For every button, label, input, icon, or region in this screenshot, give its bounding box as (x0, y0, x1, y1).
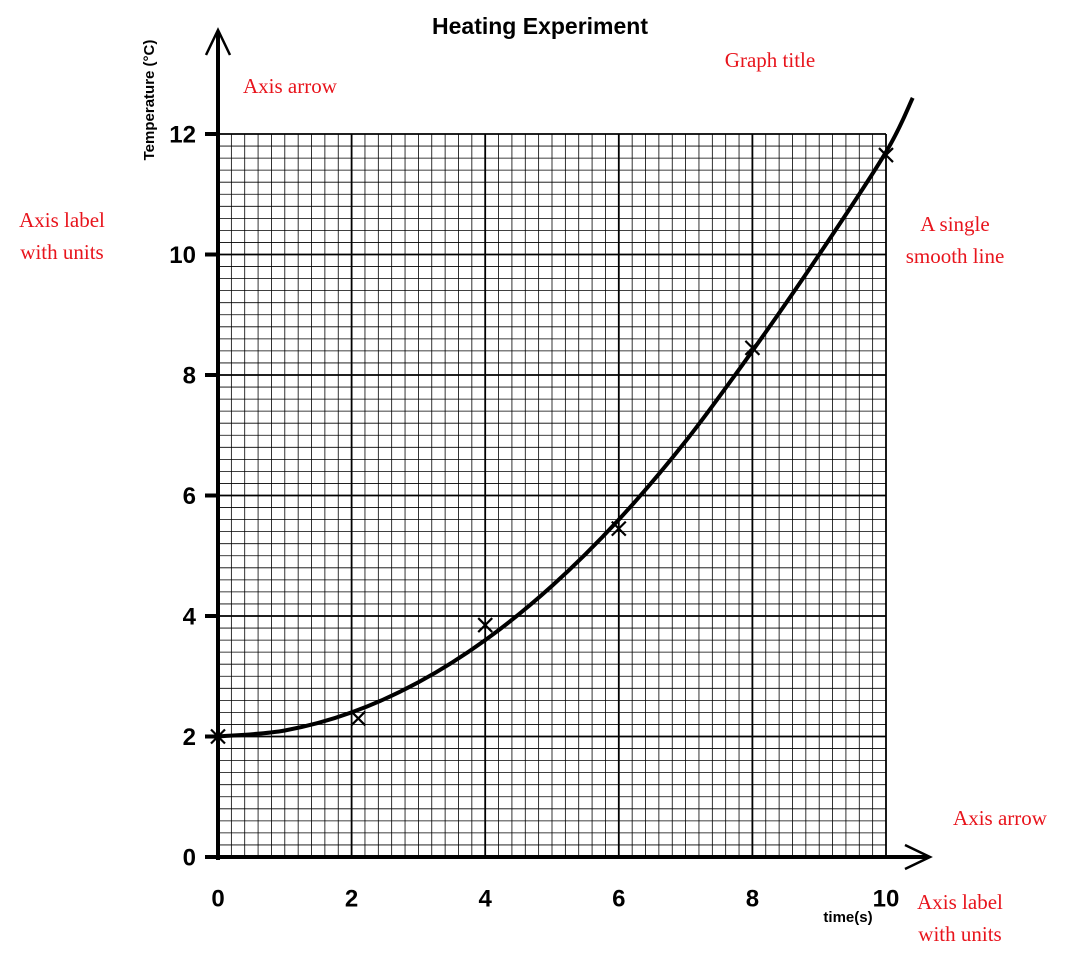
y-tick-label: 10 (169, 242, 196, 269)
x-axis-arrow (904, 843, 933, 871)
x-axis-label: time(s) (823, 909, 872, 926)
x-tick-label: 6 (612, 885, 625, 912)
y-tick-label: 0 (183, 844, 196, 871)
annotation: smooth line (906, 244, 1005, 268)
annotation: with units (918, 922, 1001, 946)
y-tick-label: 4 (183, 603, 197, 630)
annotation: Axis label (917, 890, 1003, 914)
annotation: Axis arrow (243, 74, 338, 98)
y-tick-label: 6 (183, 483, 196, 510)
fit-line (217, 96, 915, 739)
data-point (477, 617, 493, 633)
x-tick-label: 10 (873, 885, 900, 912)
y-axis-arrow (204, 27, 232, 56)
chart-title: Heating Experiment (432, 13, 648, 39)
annotation: Axis label (19, 208, 105, 232)
y-axis-label: Temperature (°C) (141, 40, 158, 161)
x-tick-label: 2 (345, 885, 358, 912)
y-tick-label: 2 (183, 724, 196, 751)
annotation: Graph title (725, 48, 815, 72)
annotation: with units (20, 240, 103, 264)
x-tick-label: 0 (211, 885, 224, 912)
axes (204, 27, 933, 871)
annotation: A single (920, 212, 989, 236)
y-tick-label: 8 (183, 362, 196, 389)
x-tick-label: 4 (479, 885, 493, 912)
annotation: Axis arrow (953, 806, 1048, 830)
x-tick-label: 8 (746, 885, 759, 912)
y-tick-label: 12 (169, 121, 196, 148)
